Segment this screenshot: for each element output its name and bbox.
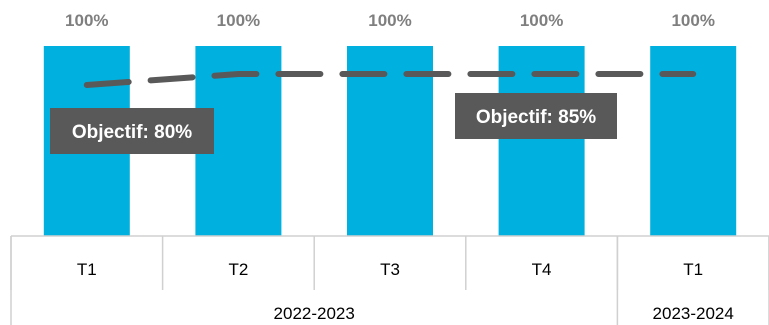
bar-value-label: 100% — [671, 11, 714, 30]
group-label: 2023-2024 — [653, 304, 734, 323]
annotation-label: Objectif: 80% — [72, 122, 192, 143]
category-tick-label: T2 — [228, 260, 248, 279]
target-line — [83, 71, 697, 88]
annotation-label: Objectif: 85% — [476, 107, 596, 128]
value-labels-group: 100% 100% 100% 100% 100% — [65, 11, 715, 30]
annotation-box — [455, 93, 617, 139]
group-label: 2022-2023 — [274, 304, 355, 323]
category-tick-label: T1 — [683, 260, 703, 279]
annotations-group: Objectif: 80% Objectif: 85% — [50, 93, 617, 154]
category-axis: T1 T2 T3 T4 T1 2022-2023 2023-2024 — [10, 235, 769, 325]
bar-value-label: 100% — [368, 11, 411, 30]
target-line-group — [83, 71, 697, 88]
bar-value-label: 100% — [217, 11, 260, 30]
bar-value-label: 100% — [520, 11, 563, 30]
category-tick-label: T3 — [380, 260, 400, 279]
annotation-box — [50, 108, 214, 154]
bar — [650, 46, 737, 236]
bars-group — [43, 46, 737, 236]
category-tick-label: T1 — [77, 260, 97, 279]
bar-value-label: 100% — [65, 11, 108, 30]
bar — [498, 46, 585, 236]
category-tick-label: T4 — [532, 260, 552, 279]
bar — [347, 46, 433, 236]
